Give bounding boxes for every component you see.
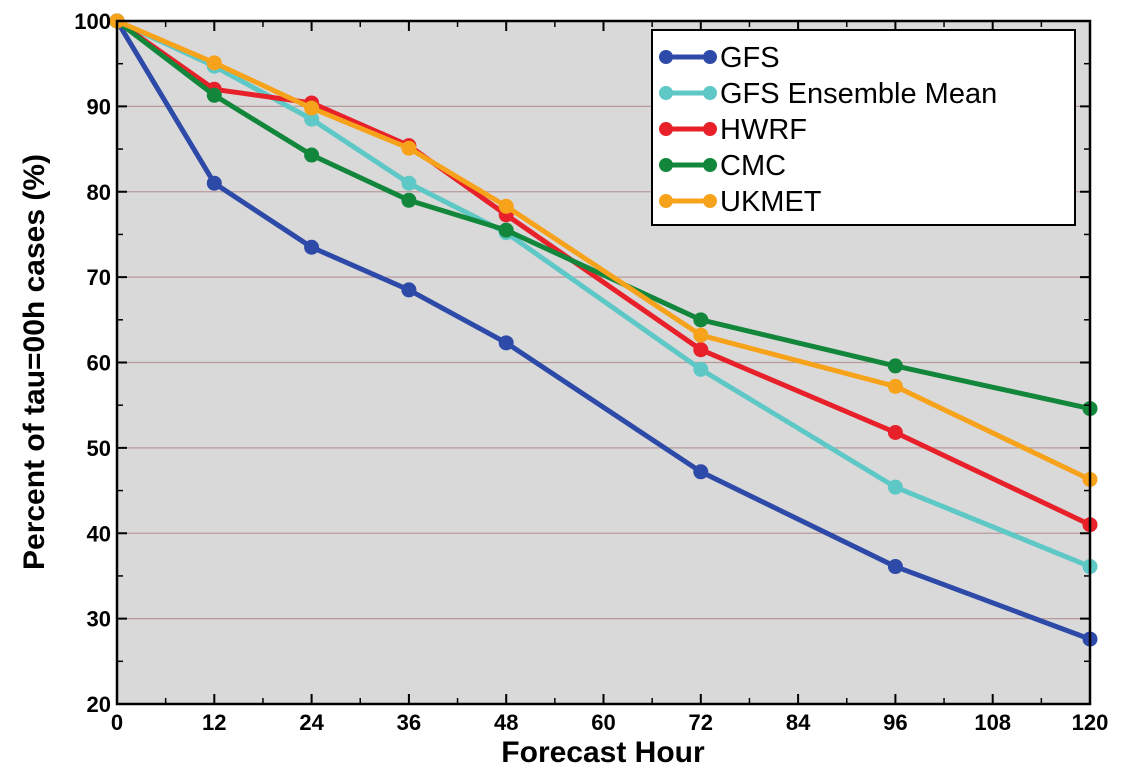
x-axis-title: Forecast Hour	[501, 736, 705, 769]
data-point-cmc-48	[498, 222, 514, 238]
y-tick-label-70: 70	[87, 265, 111, 290]
legend-swatch-marker-right	[703, 158, 717, 172]
x-tick-label-24: 24	[299, 710, 324, 735]
x-tick-label-120: 120	[1072, 710, 1109, 735]
legend-box	[651, 29, 1076, 226]
legend-swatch-marker-right	[703, 86, 717, 100]
data-point-ukmet-48	[498, 198, 514, 214]
data-point-gfs-96	[887, 559, 903, 575]
data-point-cmc-24	[304, 147, 320, 163]
x-tick-label-36: 36	[397, 710, 421, 735]
y-tick-label-40: 40	[87, 521, 111, 546]
x-tick-label-12: 12	[202, 710, 226, 735]
y-tick-label-100: 100	[74, 9, 111, 34]
data-point-gfs-ensemble-mean-24	[304, 111, 320, 127]
series-line-gfs	[114, 19, 1091, 642]
data-point-cmc-12	[206, 87, 222, 103]
legend-swatch-marker-left	[659, 122, 673, 136]
series-cmc	[109, 13, 1098, 417]
legend-swatch-marker-left	[659, 86, 673, 100]
legend-swatch-marker-right	[703, 122, 717, 136]
legend: GFS GFS Ensemble Mean HWRF CMC UKMET	[651, 29, 1076, 226]
x-tick-label-108: 108	[974, 710, 1011, 735]
y-tick-label-30: 30	[87, 607, 111, 632]
data-point-ukmet-24	[304, 100, 320, 116]
y-tick-label-60: 60	[87, 351, 111, 376]
legend-swatch-marker-left	[659, 158, 673, 172]
data-point-gfs-36	[401, 282, 417, 298]
y-tick-label-50: 50	[87, 436, 111, 461]
legend-label: GFS Ensemble Mean	[720, 78, 997, 110]
series-line-cmc	[115, 19, 1091, 412]
data-point-ukmet-96	[887, 378, 903, 394]
data-point-gfs-ensemble-mean-72	[693, 361, 709, 377]
y-tick-label-20: 20	[87, 692, 111, 717]
y-axis-title: Percent of tau=00h cases (%)	[18, 154, 51, 570]
series-ukmet	[109, 13, 1098, 487]
data-point-gfs-ensemble-mean-96	[887, 479, 903, 495]
data-point-gfs-ensemble-mean-36	[401, 175, 417, 191]
x-tick-label-60: 60	[591, 710, 615, 735]
x-tick-label-0: 0	[111, 710, 123, 735]
y-tick-label-90: 90	[87, 94, 111, 119]
series-line-hwrf	[115, 18, 1092, 527]
legend-label: CMC	[720, 150, 786, 182]
x-tick-label-96: 96	[883, 710, 907, 735]
legend-label: UKMET	[720, 186, 822, 218]
data-point-hwrf-72	[693, 342, 709, 358]
y-tick-label-80: 80	[87, 180, 111, 205]
legend-label: HWRF	[720, 114, 807, 146]
axis-ticks	[116, 20, 1091, 705]
series-line-gfs-ensemble-mean	[115, 18, 1091, 569]
data-point-gfs-12	[206, 175, 222, 191]
series-line-ukmet	[116, 18, 1092, 482]
x-axis-tick-labels: 0 12 24 36 48 60 72 84 96 108 120	[111, 710, 1108, 735]
data-point-gfs-72	[693, 464, 709, 480]
data-point-gfs-24	[304, 239, 320, 255]
data-point-cmc-72	[693, 312, 709, 328]
legend-swatch-marker-right	[703, 50, 717, 64]
legend-item-hwrf: HWRF	[659, 114, 807, 146]
legend-item-ukmet: UKMET	[659, 186, 822, 218]
legend-label: GFS	[720, 42, 780, 74]
x-tick-label-84: 84	[786, 710, 811, 735]
legend-swatch-marker-left	[659, 50, 673, 64]
data-point-hwrf-96	[887, 425, 903, 441]
data-point-cmc-96	[887, 358, 903, 374]
legend-swatch-marker-right	[703, 194, 717, 208]
data-point-gfs-48	[498, 335, 514, 351]
data-point-cmc-36	[401, 192, 417, 208]
legend-item-gfs-ensemble-mean: GFS Ensemble Mean	[659, 78, 997, 110]
y-axis-tick-labels: 20 30 40 50 60 70 80 90 100	[74, 9, 111, 717]
legend-item-cmc: CMC	[659, 150, 786, 182]
x-tick-label-48: 48	[494, 710, 518, 735]
data-point-ukmet-12	[206, 55, 222, 71]
x-tick-label-72: 72	[689, 710, 713, 735]
legend-swatch-marker-left	[659, 194, 673, 208]
data-point-ukmet-36	[401, 140, 417, 156]
data-point-ukmet-72	[693, 327, 709, 343]
legend-item-gfs: GFS	[659, 42, 780, 74]
